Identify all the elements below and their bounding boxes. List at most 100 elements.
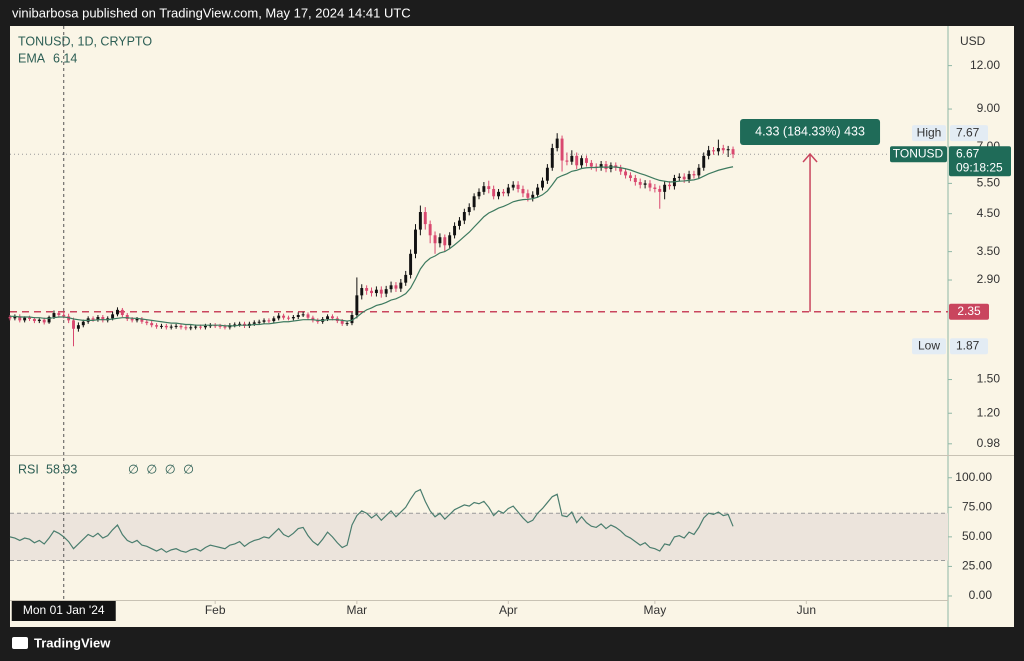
candle-body: [199, 326, 202, 328]
candle-body: [482, 186, 486, 192]
marker-label: High: [917, 125, 942, 139]
candle-body: [619, 167, 623, 172]
candle-body: [116, 309, 119, 315]
candle-body: [169, 326, 173, 328]
candle-body: [101, 316, 105, 321]
candle-body: [291, 316, 295, 319]
y-tick-label: 1.20: [977, 405, 1001, 419]
rsi-line: [9, 488, 734, 553]
candle-body: [457, 220, 461, 226]
candle-body: [384, 289, 388, 294]
candle-body: [57, 313, 61, 316]
candle-body: [497, 191, 501, 197]
measure-arrow-head: [802, 152, 818, 163]
x-tick-label: Mar: [347, 603, 368, 617]
candle-body: [340, 321, 344, 324]
candle-body: [536, 187, 540, 195]
symbol-title: TONUSD, 1D, CRYPTO: [18, 34, 152, 48]
candle-body: [521, 188, 525, 194]
candle-body: [223, 326, 227, 328]
candle-body: [443, 237, 447, 246]
candle-body: [580, 158, 584, 166]
candle-body: [585, 158, 588, 163]
marker-value: 7.67: [956, 125, 980, 139]
candle-body: [389, 285, 393, 290]
y-tick-label: 9.00: [977, 101, 1001, 115]
candle-body: [262, 320, 266, 322]
candle-body: [267, 320, 271, 322]
candle-body: [702, 155, 706, 168]
candle-body: [159, 325, 163, 327]
candle-body: [194, 326, 198, 328]
candle-body: [76, 325, 80, 329]
y-tick-label: 2.90: [977, 272, 1001, 286]
candle-body: [111, 314, 115, 319]
candle-body: [550, 148, 554, 168]
candle-body: [345, 323, 349, 325]
candle-body: [545, 167, 549, 181]
candle-body: [604, 164, 608, 170]
rsi-placeholders: ∅ ∅ ∅ ∅: [128, 462, 196, 476]
candle-body: [145, 321, 149, 324]
candle-body: [487, 186, 491, 189]
candle-body: [257, 321, 261, 323]
candle-body: [531, 194, 535, 198]
brand: TradingView: [12, 635, 111, 650]
candle-body: [716, 148, 720, 152]
crosshair-label-box: [11, 601, 116, 621]
candle-body: [731, 149, 735, 155]
candle-body: [125, 315, 129, 320]
candle-body: [526, 193, 530, 198]
ema-line: [10, 166, 734, 327]
y-tick-label: 25.00: [962, 559, 992, 573]
candle-body: [712, 150, 715, 152]
candle-body: [155, 325, 159, 327]
x-tick-label: Jun: [797, 603, 816, 617]
y-tick-label: 50.00: [962, 529, 992, 543]
candle-body: [648, 183, 652, 188]
candle-body: [658, 188, 662, 192]
candle-body: [8, 316, 12, 319]
candle-body: [135, 319, 139, 321]
y-tick-label: 0.00: [969, 588, 993, 602]
marker-value-box: [950, 125, 988, 142]
candle-body: [462, 212, 466, 221]
y-tick-label: 5.50: [977, 176, 1001, 190]
candle-body: [428, 224, 432, 236]
candle-body: [404, 274, 408, 283]
candle-body: [663, 184, 667, 192]
candle-body: [575, 155, 579, 166]
candle-body: [492, 188, 496, 197]
candle-body: [174, 325, 178, 327]
rsi-title: RSI: [18, 462, 39, 476]
rsi-band: [10, 513, 948, 561]
candle-body: [37, 319, 41, 322]
candle-body: [589, 162, 593, 167]
candle-body: [296, 315, 300, 317]
x-tick-label: Feb: [205, 603, 226, 617]
candle-body: [423, 212, 427, 225]
candle-body: [555, 138, 559, 149]
candle-body: [707, 150, 711, 156]
candle-body: [164, 325, 168, 328]
candle-body: [350, 315, 354, 324]
candle-body: [453, 225, 457, 236]
candle-body: [643, 183, 647, 185]
ema-value: 6.14: [53, 51, 77, 65]
candle-body: [287, 317, 290, 319]
rsi-value: 58.93: [46, 462, 77, 476]
last-price: 6.67: [956, 146, 980, 160]
brand-name: TradingView: [34, 635, 111, 650]
candle-body: [67, 316, 71, 321]
measure-label-box: [740, 119, 881, 146]
candle-body: [218, 325, 222, 327]
symbol-tag: [890, 146, 947, 163]
candle-body: [379, 289, 383, 294]
ema-name: EMA: [18, 51, 46, 65]
candle-body: [628, 175, 632, 178]
candle-body: [409, 253, 413, 275]
candle-body: [677, 176, 681, 178]
candle-body: [624, 171, 628, 176]
